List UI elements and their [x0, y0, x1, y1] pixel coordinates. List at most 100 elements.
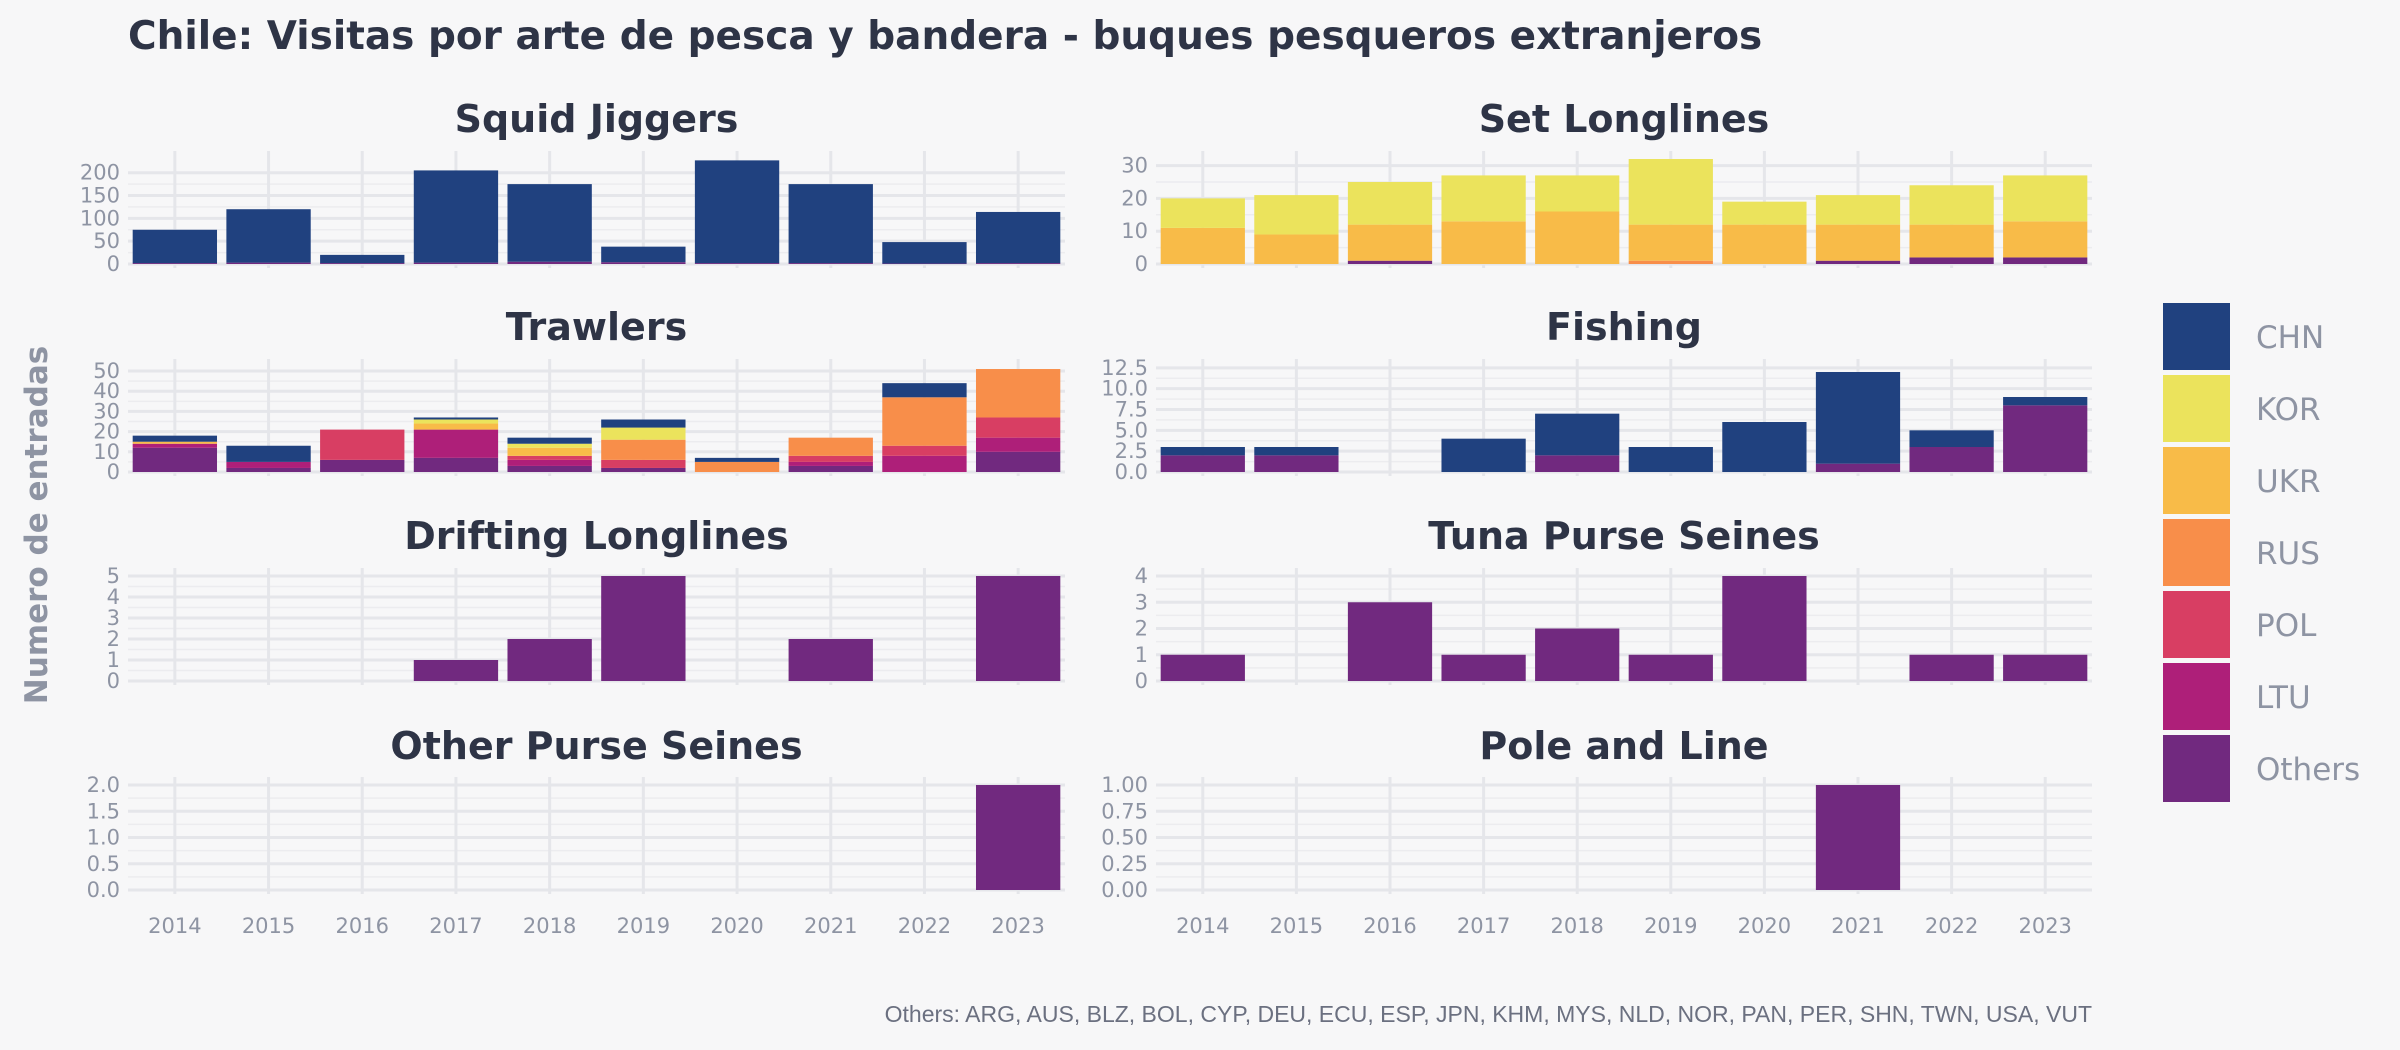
bar-chn-2021 — [1815, 372, 1901, 464]
bar-ukr-2018 — [1535, 211, 1620, 264]
x-tick-label: 2016 — [336, 914, 389, 938]
bar-kor-2016 — [1347, 181, 1433, 225]
bar-chn-2021 — [788, 184, 873, 264]
bar-chn-2023 — [2003, 397, 2088, 406]
bar-others-2016 — [1347, 602, 1433, 681]
y-tick-label: 2 — [1135, 617, 1148, 641]
x-tick-label: 2021 — [804, 914, 857, 938]
bar-chn-2023 — [975, 211, 1061, 264]
bar-chn-2018 — [507, 184, 592, 262]
bar-chn-2022 — [1909, 430, 1994, 447]
y-tick-label: 0 — [1135, 252, 1148, 276]
y-tick-label: 1.0 — [87, 826, 120, 850]
x-tick-label: 2018 — [1550, 914, 1603, 938]
bar-ukr-2017 — [413, 423, 499, 430]
legend-swatch — [2163, 735, 2230, 802]
bar-rus-2020 — [694, 461, 780, 472]
y-tick-label: 10 — [1121, 219, 1148, 243]
y-tick-label: 20 — [93, 420, 120, 444]
y-tick-label: 200 — [80, 161, 120, 185]
x-tick-label: 2014 — [1176, 914, 1229, 938]
chart-title: Chile: Visitas por arte de pesca y bande… — [128, 14, 1762, 59]
bar-ltu-2018 — [507, 459, 592, 466]
y-tick-label: 0 — [107, 252, 120, 276]
y-tick-label: 30 — [93, 399, 120, 423]
bar-kor-2018 — [507, 443, 592, 448]
legend-label: POL — [2256, 608, 2317, 644]
bar-ltu-2022 — [882, 455, 967, 472]
bar-others-2021 — [1815, 260, 1901, 264]
legend-label: RUS — [2256, 536, 2320, 572]
bar-others-2018 — [507, 465, 592, 472]
y-tick-label: 0.5 — [87, 852, 120, 876]
y-tick-label: 4 — [1135, 564, 1148, 588]
bar-kor-2021 — [1815, 195, 1901, 225]
legend-label: CHN — [2256, 320, 2324, 356]
bar-others-2023 — [975, 785, 1061, 890]
x-tick-label: 2017 — [1457, 914, 1510, 938]
bar-others-2015 — [226, 467, 311, 472]
legend-item-rus: RUS — [2163, 519, 2320, 586]
bar-kor-2019 — [1628, 159, 1713, 225]
bars — [975, 785, 1061, 890]
bar-others-2021 — [788, 465, 873, 472]
bar-others-2019 — [1628, 654, 1713, 681]
bar-chn-2014 — [132, 229, 218, 264]
bar-ukr-2016 — [1347, 224, 1433, 261]
bar-rus-2023 — [975, 369, 1061, 418]
y-tick-label: 0.50 — [1101, 826, 1148, 850]
bar-kor-2023 — [2003, 175, 2088, 222]
bar-others-2022 — [882, 263, 967, 265]
bars — [132, 369, 1061, 472]
bar-chn-2015 — [226, 209, 311, 263]
bar-others-2016 — [1347, 260, 1433, 264]
bar-others-2017 — [413, 262, 499, 264]
y-tick-label: 0.0 — [1115, 460, 1148, 484]
y-tick-label: 12.5 — [1101, 356, 1148, 380]
bars — [132, 160, 1061, 265]
bars — [413, 576, 1061, 681]
bar-others-2014 — [1160, 654, 1245, 681]
bar-chn-2019 — [601, 419, 686, 428]
bar-ltu-2023 — [975, 437, 1061, 452]
x-tick-label: 2022 — [898, 914, 951, 938]
panel-title: Trawlers — [506, 305, 687, 349]
bar-pol-2022 — [882, 445, 967, 456]
bar-others-2022 — [1909, 447, 1994, 472]
bar-chn-2020 — [1722, 422, 1807, 472]
bar-ukr-2022 — [1909, 224, 1994, 258]
bar-chn-2020 — [694, 160, 780, 264]
bar-others-2022 — [1909, 654, 1994, 681]
bar-others-2019 — [601, 467, 686, 472]
panel-fishing: Fishing 0.02.55.07.510.012.5 — [1101, 305, 2092, 484]
legend-swatch — [2163, 519, 2230, 586]
bar-ltu-2015 — [226, 461, 311, 468]
x-tick-label: 2022 — [1925, 914, 1978, 938]
bar-rus-2022 — [882, 397, 967, 446]
bar-others-2020 — [694, 263, 780, 264]
bar-chn-2015 — [1254, 447, 1339, 456]
legend-swatch — [2163, 591, 2230, 658]
bar-others-2015 — [226, 262, 311, 264]
bar-others-2017 — [1441, 654, 1526, 681]
bar-ltu-2014 — [132, 443, 218, 448]
x-tick-label: 2015 — [1270, 914, 1323, 938]
y-tick-label: 150 — [80, 184, 120, 208]
panel-tuna-purse-seines: Tuna Purse Seines 012 34 — [1135, 514, 2092, 693]
y-tick-label: 0 — [107, 460, 120, 484]
legend-swatch — [2163, 663, 2230, 730]
y-tick-label: 2.5 — [1115, 439, 1148, 463]
bar-pol-2023 — [975, 417, 1061, 438]
y-tick-label: 2 — [107, 627, 120, 651]
y-tick-label: 0.75 — [1101, 799, 1148, 823]
y-tick-label: 3 — [1135, 590, 1148, 614]
bar-others-2018 — [507, 261, 592, 264]
x-tick-label: 2023 — [2018, 914, 2071, 938]
bar-chn-2017 — [413, 170, 499, 263]
bar-pol-2018 — [507, 455, 592, 460]
panel-set-longlines: Set Longlines 0 10 20 30 — [1121, 97, 2092, 276]
y-tick-label: 5.0 — [1115, 418, 1148, 442]
bar-kor-2015 — [1254, 195, 1339, 235]
